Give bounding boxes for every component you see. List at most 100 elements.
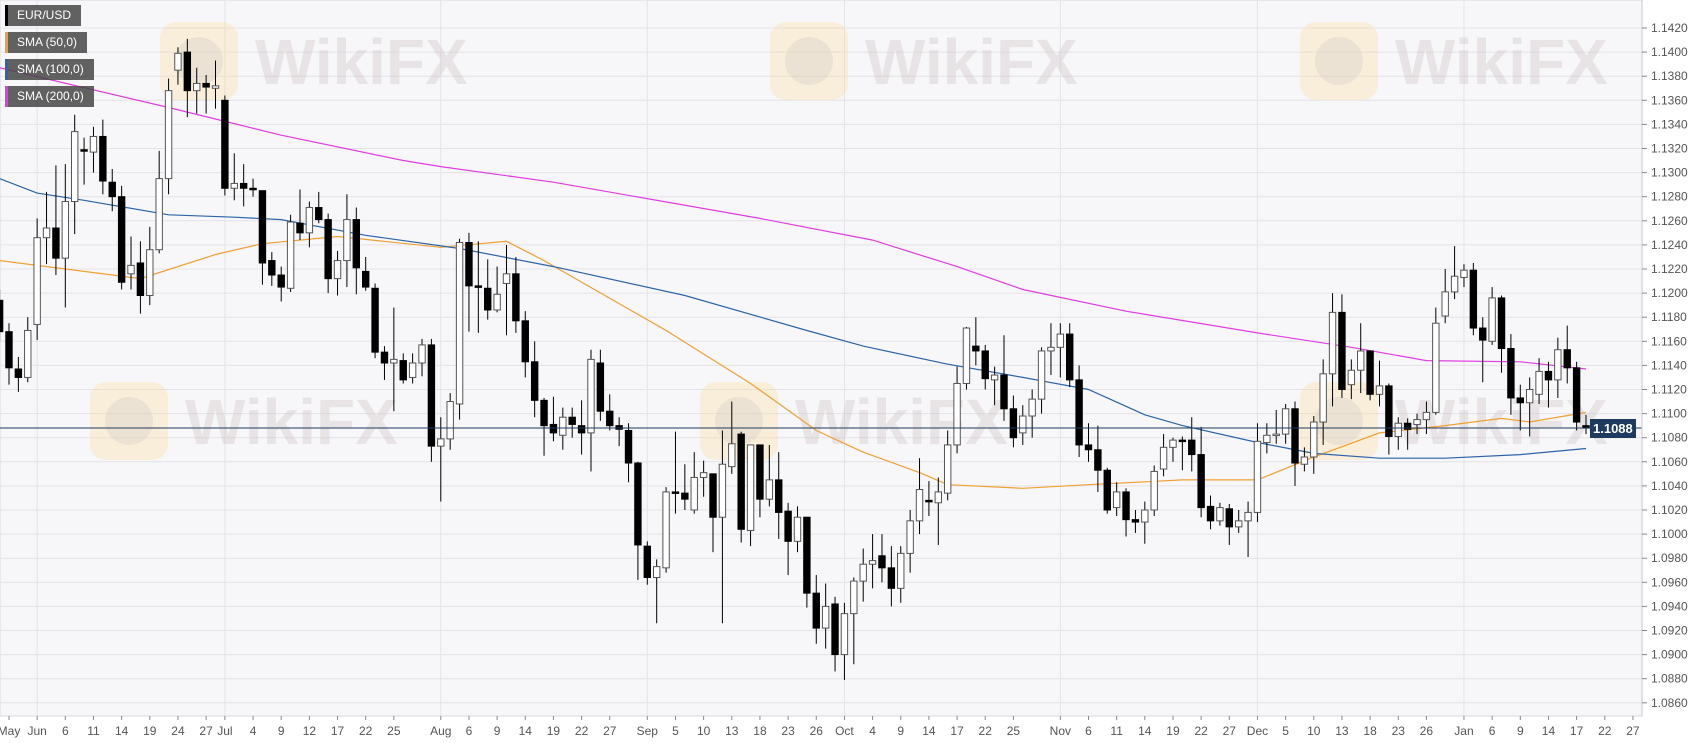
candle-body-bullish — [1460, 269, 1468, 278]
candle-body-bearish — [202, 82, 210, 88]
candle-body-bullish — [1347, 369, 1356, 386]
candle — [1479, 317, 1487, 383]
candle — [164, 78, 173, 195]
candle — [887, 546, 896, 607]
watermark-logo — [90, 382, 168, 460]
x-tick-label: 19 — [143, 724, 157, 738]
candle — [89, 126, 98, 173]
candle-body-bearish — [1366, 350, 1374, 395]
candle-body-bearish — [268, 260, 276, 276]
candle-body-bearish — [1291, 408, 1299, 464]
y-tick-label: 1.1260 — [1651, 214, 1688, 228]
legend-sma-100[interactable]: SMA (100,0) — [5, 59, 94, 80]
legend-sma-50[interactable]: SMA (50,0) — [5, 32, 88, 53]
candle-body-bearish — [1544, 370, 1553, 381]
candle-body-bullish — [1328, 311, 1337, 375]
candle-body-bullish — [1150, 470, 1158, 511]
candle — [812, 575, 820, 644]
x-tick-label: 6 — [466, 724, 473, 738]
candle — [418, 338, 426, 377]
candle — [803, 516, 811, 608]
candle — [117, 185, 126, 290]
legend-label: SMA (50,0) — [17, 35, 78, 49]
candle — [737, 431, 745, 543]
candle-body-bearish — [108, 181, 116, 198]
candle — [1122, 488, 1130, 537]
candle-body-bearish — [427, 344, 436, 447]
candle-body-bearish — [1385, 385, 1393, 437]
candle — [52, 165, 60, 276]
candle — [1056, 323, 1065, 378]
candles — [0, 38, 1590, 680]
candle — [643, 541, 652, 585]
x-tick-label: 22 — [575, 724, 589, 738]
candle — [99, 119, 107, 195]
candle — [437, 417, 445, 502]
candle — [1507, 334, 1515, 415]
candle-body-bullish — [990, 374, 999, 381]
candle-body-bearish — [1197, 454, 1205, 509]
watermark-logo-emblem — [715, 397, 763, 445]
candle — [146, 226, 154, 306]
candle — [221, 95, 229, 196]
candle — [1216, 502, 1224, 526]
candle-body-bullish — [1112, 491, 1121, 509]
candle-body-bearish — [530, 361, 539, 401]
candle — [1450, 246, 1459, 300]
candle — [512, 256, 520, 333]
candle-body-bearish — [52, 227, 60, 259]
x-axis: May Jun 6 11 14 19 24 27 Jul 4 9 12 17 22 25 Aug 6 9 14 19 2… — [0, 716, 1640, 738]
watermark-text: WikiFX — [1395, 386, 1608, 458]
y-tick-label: 1.1120 — [1651, 383, 1687, 397]
candle — [1413, 413, 1421, 435]
candle-body-bearish — [183, 51, 192, 92]
candle-body-bullish — [699, 472, 708, 478]
candle-body-bullish — [1169, 439, 1177, 448]
candle — [1441, 269, 1449, 324]
y-tick-label: 1.1080 — [1651, 431, 1688, 445]
candle-body-bearish — [1338, 311, 1346, 391]
y-tick-label: 1.0860 — [1651, 696, 1688, 710]
x-tick-label: 26 — [1420, 724, 1434, 738]
candle-body-bullish — [1375, 385, 1384, 395]
candle-body-bullish — [1047, 346, 1055, 352]
candle-body-bullish — [897, 552, 905, 589]
candle-body-bearish — [1178, 439, 1187, 443]
y-tick-label: 1.1240 — [1651, 238, 1688, 252]
legend-eurusd[interactable]: EUR/USD — [5, 5, 82, 26]
legend-sma-200[interactable]: SMA (200,0) — [5, 86, 94, 107]
candle — [371, 283, 379, 359]
y-tick-label: 1.1060 — [1651, 455, 1688, 469]
x-tick-label: 5 — [672, 724, 679, 738]
candle — [1000, 335, 1008, 421]
candle-body-bullish — [1056, 333, 1065, 348]
candle — [1066, 323, 1074, 388]
candle-body-bearish — [1497, 297, 1506, 350]
candle-body-bullish — [1019, 415, 1027, 434]
candle — [202, 74, 210, 114]
candle — [840, 602, 849, 680]
candle — [361, 256, 370, 291]
x-tick-label: 11 — [87, 724, 100, 738]
candle — [549, 396, 558, 442]
y-tick-label: 1.0900 — [1651, 648, 1688, 662]
watermark-logo — [700, 382, 778, 460]
x-tick-label: 18 — [753, 724, 767, 738]
candle-body-bullish — [1310, 421, 1318, 458]
candle-body-bullish — [33, 237, 41, 325]
candle-body-bullish — [174, 52, 182, 71]
candle-body-bullish — [24, 329, 32, 378]
candle-body-bullish — [859, 563, 867, 582]
candle-body-bearish — [249, 187, 257, 191]
candle — [1178, 436, 1187, 471]
candle-body-bullish — [437, 438, 445, 447]
x-tick-label: 14 — [519, 724, 533, 738]
candle-body-bearish — [380, 351, 389, 364]
candle — [1469, 262, 1478, 336]
x-tick-label: Jul — [217, 724, 232, 738]
candle-body-bearish — [615, 425, 623, 430]
y-tick-label: 1.1220 — [1651, 262, 1688, 276]
candle — [1394, 417, 1402, 450]
x-tick-label: 19 — [1166, 724, 1180, 738]
candle — [972, 317, 980, 366]
